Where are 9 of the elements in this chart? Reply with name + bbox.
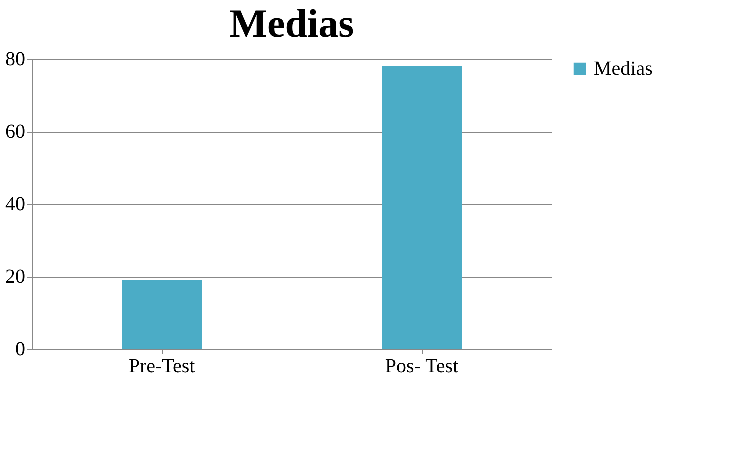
y-tick-label: 80 [6,48,26,70]
y-tick-label: 0 [16,338,26,360]
y-tick-label: 20 [6,266,26,288]
x-tick-label: Pos- Test [385,356,460,378]
y-tick-label: 40 [6,194,26,216]
y-tick-label: 60 [6,121,26,143]
chart-title: Medias [230,1,354,46]
x-tick-label: Pre-Test [128,356,196,378]
legend-label: Medias [594,58,654,80]
